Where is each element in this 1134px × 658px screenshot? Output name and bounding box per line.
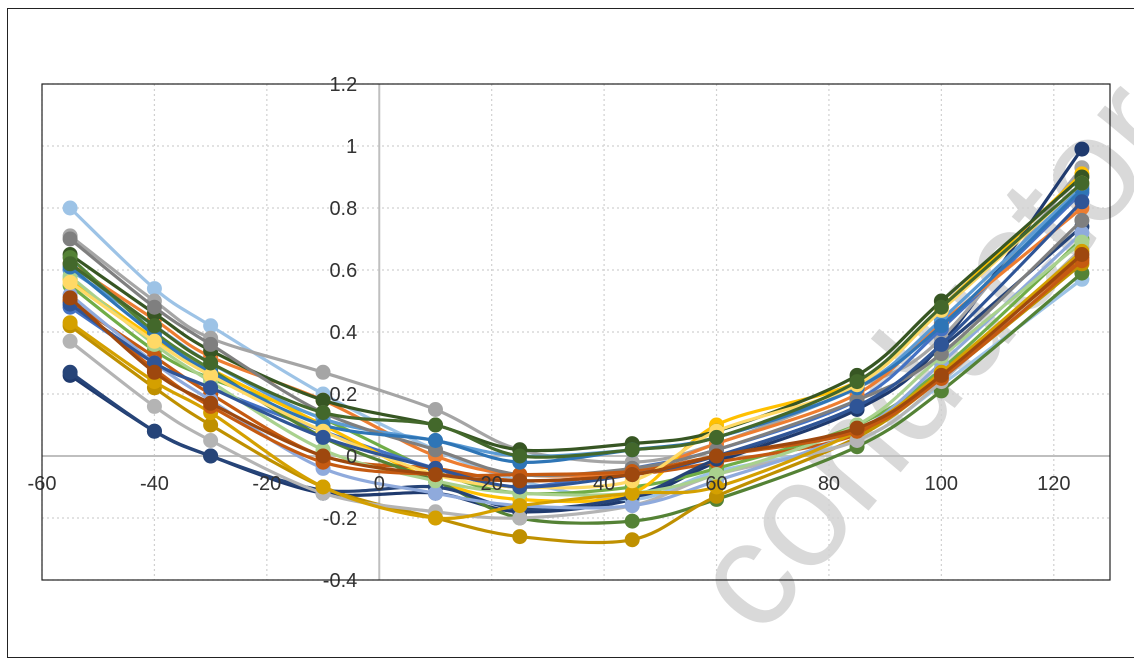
data-point [624, 442, 640, 458]
data-point [427, 485, 443, 501]
y-tick-label: -0.4 [323, 570, 357, 592]
data-point [146, 423, 162, 439]
data-point [1074, 175, 1090, 191]
data-point [203, 417, 219, 433]
data-point [146, 281, 162, 297]
data-point [709, 448, 725, 464]
series-line [69, 240, 1083, 497]
data-point [146, 398, 162, 414]
series-line [69, 231, 1083, 510]
data-point [203, 318, 219, 334]
data-point [62, 364, 78, 380]
x-tick-label: 120 [1037, 473, 1070, 495]
data-point [62, 200, 78, 216]
y-tick-label: 0.2 [329, 384, 357, 406]
data-point [203, 367, 219, 383]
y-tick-label: 0.6 [329, 260, 357, 282]
y-tick-label: 0.8 [329, 198, 357, 220]
data-point [315, 405, 331, 421]
y-tick-label: 0 [346, 446, 357, 468]
data-point [146, 318, 162, 334]
data-point [933, 336, 949, 352]
x-tick-label: 60 [705, 473, 727, 495]
data-point [709, 479, 725, 495]
x-tick-label: 0 [374, 473, 385, 495]
y-tick-label: 1 [346, 136, 357, 158]
data-point [512, 473, 528, 489]
data-point [512, 529, 528, 545]
data-point [146, 333, 162, 349]
data-point [146, 364, 162, 380]
x-tick-label: 100 [925, 473, 958, 495]
data-point [849, 420, 865, 436]
data-point [427, 433, 443, 448]
data-point [203, 355, 219, 371]
y-tick-label: -0.2 [323, 508, 357, 530]
data-point [62, 333, 78, 349]
data-point [624, 485, 640, 501]
data-point [203, 433, 219, 448]
data-point [933, 299, 949, 315]
data-point [315, 392, 331, 408]
data-point [933, 367, 949, 383]
data-point [849, 374, 865, 390]
x-tick-label: 20 [481, 473, 503, 495]
data-point [315, 479, 331, 495]
data-point [62, 315, 78, 331]
data-point [849, 398, 865, 414]
data-point [62, 256, 78, 272]
data-point [1074, 212, 1090, 228]
data-point [624, 513, 640, 529]
data-point [203, 336, 219, 352]
data-point [203, 395, 219, 411]
tick-labels: -60 -40 -20 0 20 40 60 80 100 120-0.4-0.200.20.40… [28, 74, 1071, 592]
data-point [62, 274, 78, 290]
series-23 [62, 247, 1090, 489]
data-point [709, 429, 725, 445]
data-point [427, 402, 443, 417]
series-line [69, 256, 1083, 525]
data-point [1074, 194, 1090, 210]
data-point [624, 498, 640, 514]
y-tick-label: 0.4 [329, 322, 357, 344]
data-point [624, 532, 640, 548]
data-point [1074, 247, 1090, 262]
data-point [315, 448, 331, 464]
x-tick-label: -40 [140, 473, 169, 495]
series [62, 141, 1090, 548]
series-line [69, 253, 1083, 483]
data-point [933, 318, 949, 334]
data-point [427, 417, 443, 433]
y-tick-label: 1.2 [329, 74, 357, 96]
series-24 [62, 175, 1090, 464]
data-point [203, 448, 219, 464]
x-tick-label: -20 [252, 473, 281, 495]
data-point [512, 498, 528, 514]
data-point [1074, 141, 1090, 157]
series-line [69, 188, 1084, 464]
data-point [427, 510, 443, 526]
data-point [203, 380, 219, 396]
data-point [62, 290, 78, 306]
data-point [512, 448, 528, 464]
series-line [69, 182, 1083, 459]
series-line [69, 259, 1083, 478]
series-line [69, 247, 1083, 520]
plot-border [41, 83, 1111, 581]
data-point [512, 510, 528, 526]
x-tick-label: 80 [818, 473, 840, 495]
data-point [709, 467, 725, 483]
data-point [315, 429, 331, 445]
data-point [315, 364, 331, 380]
series-line [69, 175, 1083, 453]
x-tick-label: 40 [593, 473, 615, 495]
data-point [146, 299, 162, 315]
data-point [427, 467, 443, 483]
data-point [62, 231, 78, 247]
data-point [624, 467, 640, 483]
